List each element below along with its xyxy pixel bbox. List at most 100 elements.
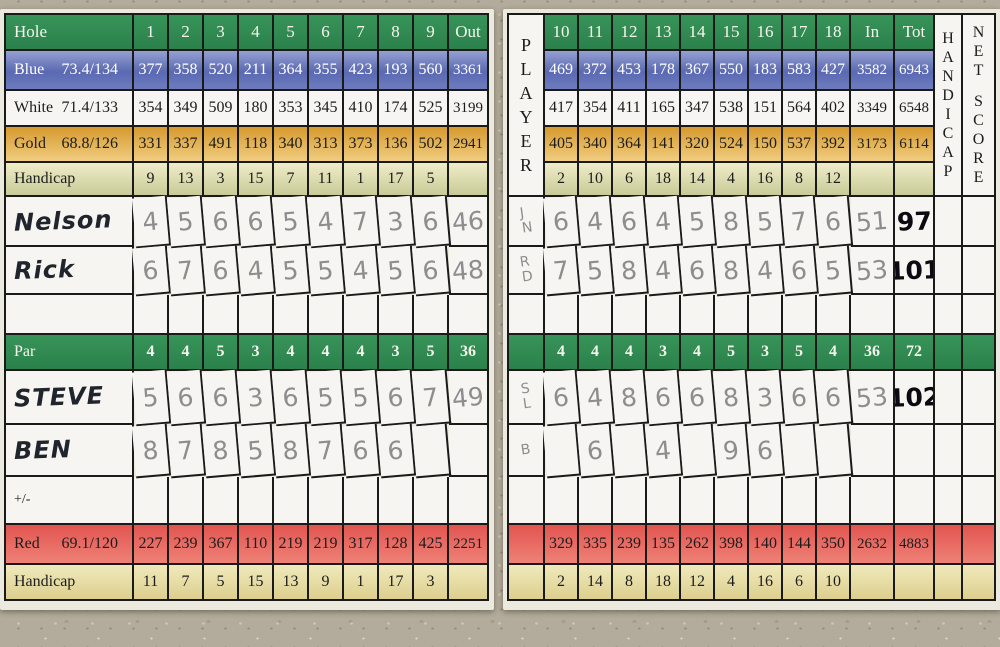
white-tees-row: White 71.4/133 354 349 509 180 353 345 410 174 5… <box>6 91 489 127</box>
gold-yardage-cell: 337 <box>169 127 204 163</box>
red-yardage-cell: 367 <box>204 525 239 565</box>
score-cell: 3 <box>376 195 417 249</box>
score-cell: 5 <box>576 245 616 297</box>
score-cell: 6 <box>166 369 207 427</box>
handicap-cell: 4 <box>715 565 749 601</box>
score-cell: 5 <box>814 245 854 297</box>
red-yardage-cell: 219 <box>309 525 344 565</box>
handicap-cell: 13 <box>169 163 204 197</box>
gold-yardage-cell: 313 <box>309 127 344 163</box>
handicap-cell: 12 <box>817 163 851 197</box>
par-cell: 3 <box>379 335 414 371</box>
player-name-cell: Rick <box>6 247 134 295</box>
red-yardage-cell: 135 <box>647 525 681 565</box>
blank-cell <box>613 477 647 525</box>
player-initials-cell: J N <box>509 197 545 247</box>
score-cell: 6 <box>236 195 277 249</box>
par-cell: 4 <box>613 335 647 371</box>
white-yardage-cell: 417 <box>545 91 579 127</box>
vertical-letter: D <box>942 87 954 104</box>
par-label: Par <box>6 335 134 371</box>
player-initials-cell: S L <box>509 371 545 425</box>
blank-cell <box>509 295 545 335</box>
hole-number: 5 <box>274 15 309 51</box>
out-score-cell <box>449 425 489 477</box>
white-yardage-cell: 345 <box>309 91 344 127</box>
vertical-letter: A <box>942 144 954 161</box>
red-out-total: 2251 <box>449 525 489 565</box>
red-in-total: 2632 <box>851 525 895 565</box>
gold-yardage-cell: 141 <box>647 127 681 163</box>
out-score-cell: 46 <box>449 197 489 247</box>
handicap-cell: 9 <box>309 565 344 601</box>
white-yardage-cell: 165 <box>647 91 681 127</box>
blank-cell <box>715 295 749 335</box>
hole-label: Hole <box>6 15 134 51</box>
hole-number: 17 <box>783 15 817 51</box>
hole-number: 16 <box>749 15 783 51</box>
in-score: 51 <box>854 205 890 237</box>
score-cell: 6 <box>201 245 242 297</box>
score-cell: 5 <box>306 245 347 297</box>
par-row-cell <box>963 335 996 371</box>
handicap-cell: 3 <box>414 565 449 601</box>
score-cell: 8 <box>610 245 650 297</box>
par-row-cell <box>509 335 545 371</box>
plus-minus-label: +/- <box>6 477 134 525</box>
handicap-cell: 13 <box>274 565 309 601</box>
par-cell: 5 <box>715 335 749 371</box>
vertical-letter: C <box>973 112 984 129</box>
handicap-cell: 4 <box>715 163 749 197</box>
score-cell: 6 <box>411 245 452 297</box>
blue-yardage-cell: 550 <box>715 51 749 91</box>
red-yardage-cell: 227 <box>134 525 169 565</box>
blue-yardage-cell: 358 <box>169 51 204 91</box>
hole-number: 14 <box>681 15 715 51</box>
blue-yardage-cell: 178 <box>647 51 681 91</box>
player-name-cell: Nelson <box>6 197 134 247</box>
blue-in-total: 3582 <box>851 51 895 91</box>
white-out-total: 3199 <box>449 91 489 127</box>
red-tees-label: Red 69.1/120 <box>6 525 134 565</box>
score-cell: 5 <box>236 423 277 479</box>
white-grand-total: 6548 <box>895 91 935 127</box>
hole-number: 6 <box>309 15 344 51</box>
hole-number: 18 <box>817 15 851 51</box>
white-yardage-cell: 151 <box>749 91 783 127</box>
blue-yardage-cell: 211 <box>239 51 274 91</box>
red-yardage-cell: 425 <box>414 525 449 565</box>
in-score-cell: 53 <box>851 371 895 425</box>
handicap-cell: 8 <box>613 565 647 601</box>
vertical-letter: P <box>943 163 953 180</box>
score-cell: 4 <box>341 245 382 297</box>
out-score-cell: 49 <box>449 371 489 425</box>
handicap-row-cell <box>509 565 545 601</box>
hole-number: 15 <box>715 15 749 51</box>
player-initials: R D <box>518 253 534 286</box>
score-cell: 5 <box>271 245 312 297</box>
blank-cell <box>204 477 239 525</box>
hole-number: 13 <box>647 15 681 51</box>
white-yardage-cell: 174 <box>379 91 414 127</box>
blank-cell <box>449 477 489 525</box>
player-initials-cell: B <box>509 425 545 477</box>
blank-cell <box>963 477 996 525</box>
blank-cell <box>935 295 963 335</box>
score-cell: 6 <box>780 369 820 427</box>
score-cell: 3 <box>746 369 786 427</box>
score-cell: 5 <box>678 195 718 249</box>
par-in-total: 36 <box>851 335 895 371</box>
red-row-cell <box>509 525 545 565</box>
gold-tees-row: 405 340 364 141 320 524 150 537 392 3173 6114 <box>545 127 935 163</box>
white-yardage-cell: 525 <box>414 91 449 127</box>
par-cell: 5 <box>783 335 817 371</box>
handicap-cell: 6 <box>783 565 817 601</box>
handicap-cell: 7 <box>169 565 204 601</box>
hole-header-row: 10 11 12 13 14 15 16 17 18 In Tot <box>545 15 935 51</box>
red-yardage-cell: 110 <box>239 525 274 565</box>
par-cell: 5 <box>414 335 449 371</box>
